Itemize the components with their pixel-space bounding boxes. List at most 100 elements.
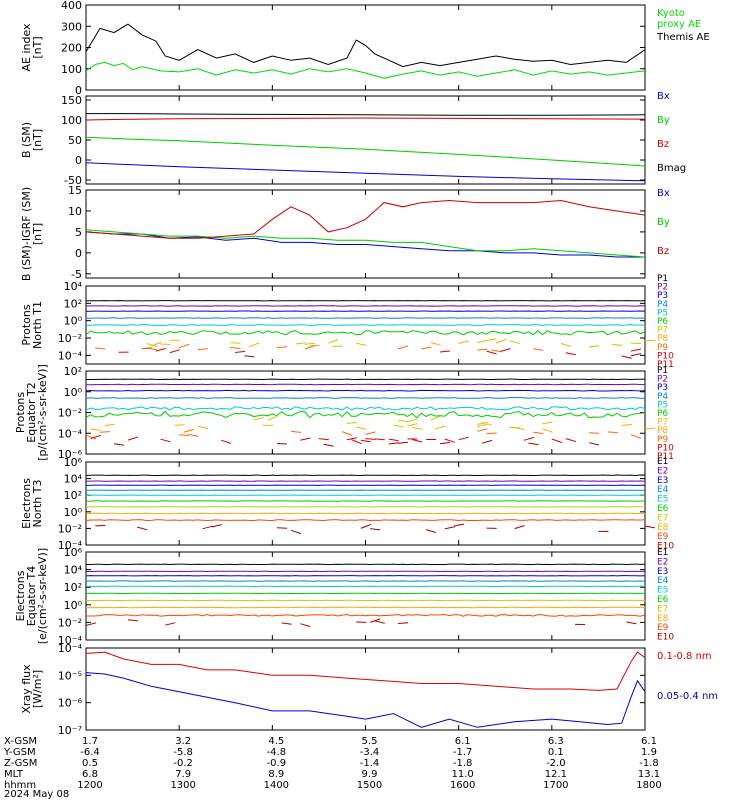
y-axis-label-line: [nT] bbox=[31, 129, 44, 151]
y-axis-label-line: [nT] bbox=[31, 36, 44, 58]
series-line bbox=[90, 423, 656, 433]
legend-entry-line: 0.1-0.8 nm bbox=[657, 651, 712, 662]
footer-value: -1.8 bbox=[639, 758, 659, 769]
footer-value: 1800 bbox=[636, 780, 661, 791]
footer-table: X-GSM 1.7 3.2 4.5 5.5 6.1 6.3 6.1Y-GSM -6.4 -5.8-… bbox=[3, 736, 662, 800]
y-tick-label: 10⁰ bbox=[64, 386, 83, 399]
legend-entry: E2 bbox=[657, 466, 668, 476]
y-tick-label: 10⁰ bbox=[64, 506, 83, 519]
legend-entry-line: E8 bbox=[657, 523, 669, 533]
y-tick-label: 10⁴ bbox=[64, 280, 83, 293]
y-axis-label: AE index[nT] bbox=[20, 23, 44, 72]
panel-frame bbox=[85, 4, 646, 91]
y-axis-label: Xray flux[W/m²] bbox=[20, 664, 44, 714]
legend-entry: P9 bbox=[657, 435, 668, 445]
legend-entry-line: P2 bbox=[657, 283, 668, 293]
legend-entry: Bz bbox=[657, 246, 669, 257]
y-axis-label-line: Xray flux bbox=[20, 664, 33, 714]
footer-value: 11.0 bbox=[452, 769, 474, 780]
y-tick-label: 10⁻² bbox=[58, 332, 82, 345]
y-axis-label: ProtonsNorth T1 bbox=[20, 301, 44, 349]
legend-entry: Bmag bbox=[657, 163, 686, 174]
legend-entry: E6 bbox=[657, 595, 669, 605]
y-tick-label: 10⁶ bbox=[64, 456, 83, 469]
footer-value: 0.5 bbox=[82, 758, 98, 769]
legend-entry: E10 bbox=[657, 633, 674, 643]
legend-entry-line: E5 bbox=[657, 495, 668, 505]
legend-entry-line: P7 bbox=[657, 326, 668, 336]
series-line bbox=[85, 397, 645, 399]
legend-entry-line: P6 bbox=[657, 317, 668, 327]
legend-entry: E8 bbox=[657, 523, 669, 533]
legend-entry: E10 bbox=[657, 542, 674, 552]
footer-value: -3.4 bbox=[360, 747, 380, 758]
y-axis-label: ProtonsEquator T2[p/(cm²-s-sr-keV)] bbox=[14, 364, 49, 461]
y-tick-label: 10⁻⁶ bbox=[58, 697, 83, 710]
footer-value: -0.9 bbox=[267, 758, 287, 769]
series-line bbox=[85, 229, 646, 258]
y-tick-label: 10² bbox=[64, 297, 82, 310]
legend-entry: E9 bbox=[657, 623, 669, 633]
legend-entry-line: Bx bbox=[657, 91, 670, 102]
legend-entry-line: Kyoto bbox=[657, 8, 685, 19]
legend-entry: P11 bbox=[657, 452, 674, 462]
y-tick-label: 10⁻⁴ bbox=[58, 539, 83, 552]
legend-entry: E7 bbox=[657, 513, 668, 523]
legend-entry: E5 bbox=[657, 586, 668, 596]
legend-entry: P2 bbox=[657, 375, 668, 385]
legend-entry-line: P7 bbox=[657, 418, 668, 428]
y-axis-label-line: Equator T2 bbox=[25, 382, 38, 442]
y-tick-label: 10⁻⁴ bbox=[58, 427, 83, 440]
legend-entry-line: Bz bbox=[657, 139, 669, 150]
legend-entry-line: P11 bbox=[657, 452, 674, 462]
y-tick-label: 15 bbox=[68, 184, 82, 197]
legend-entry: Themis AE bbox=[656, 32, 710, 43]
legend-entry: P1 bbox=[657, 366, 668, 376]
y-tick-label: 150 bbox=[61, 94, 82, 107]
legend-entry: E6 bbox=[657, 504, 669, 514]
y-axis-label: B (SM)[nT] bbox=[20, 122, 44, 158]
footer-value: -6.4 bbox=[80, 747, 100, 758]
series-line bbox=[85, 563, 646, 566]
legend-entry-line: E7 bbox=[657, 513, 668, 523]
legend-entry: E3 bbox=[657, 476, 668, 486]
series-line bbox=[85, 162, 646, 182]
legend-entry-line: E8 bbox=[657, 614, 669, 624]
y-tick-label: -50 bbox=[64, 174, 82, 187]
legend-entry-line: 0.05-0.4 nm bbox=[657, 691, 718, 702]
legend-entry-line: E4 bbox=[657, 485, 669, 495]
legend-entry-line: By bbox=[657, 217, 670, 228]
legend-entry-line: By bbox=[657, 115, 670, 126]
footer-value: 1500 bbox=[357, 780, 382, 791]
series-line bbox=[85, 389, 646, 392]
legend-entry-line: Themis AE bbox=[656, 32, 710, 43]
legend-entry: E3 bbox=[657, 567, 668, 577]
footer-value: 6.1 bbox=[641, 736, 657, 747]
y-tick-label: 10⁻⁴ bbox=[58, 642, 83, 655]
legend-entry-line: E1 bbox=[657, 457, 668, 467]
y-tick-label: 10⁻² bbox=[58, 616, 82, 629]
panel-4: 10⁻⁴ 10⁻² 10⁰ 10² 10⁴ ProtonsNorth T1 P1P2P3P4… bbox=[20, 274, 674, 370]
y-tick-label: 300 bbox=[61, 20, 82, 33]
legend-entry: E4 bbox=[657, 576, 669, 586]
legend-entry: P9 bbox=[657, 343, 668, 353]
legend-entry-line: Bmag bbox=[657, 163, 686, 174]
panel-1: 0 100 200 300 400 AE index[nT] Kyoto proxy AE Th… bbox=[20, 0, 710, 97]
legend-entry: Bx bbox=[657, 91, 670, 102]
legend-entry: Bz bbox=[657, 139, 669, 150]
legend-entry-line: E7 bbox=[657, 604, 668, 614]
legend-entry-line: E6 bbox=[657, 504, 669, 514]
legend-entry: P8 bbox=[657, 426, 668, 436]
footer-value: -2.0 bbox=[546, 758, 566, 769]
legend-entry: E5 bbox=[657, 495, 668, 505]
legend-entry-line: P9 bbox=[657, 435, 668, 445]
legend-entry-line: P6 bbox=[657, 409, 668, 419]
y-tick-label: 10⁻² bbox=[58, 407, 82, 420]
y-axis-label-line: B (SM)-IGRF (SM) bbox=[20, 187, 33, 281]
y-tick-label: 5 bbox=[75, 226, 82, 239]
series-line bbox=[95, 523, 656, 535]
legend-entry-line: Bz bbox=[657, 246, 669, 257]
legend-entry: E4 bbox=[657, 485, 669, 495]
y-tick-label: 100 bbox=[61, 114, 82, 127]
footer-value: 1700 bbox=[543, 780, 568, 791]
